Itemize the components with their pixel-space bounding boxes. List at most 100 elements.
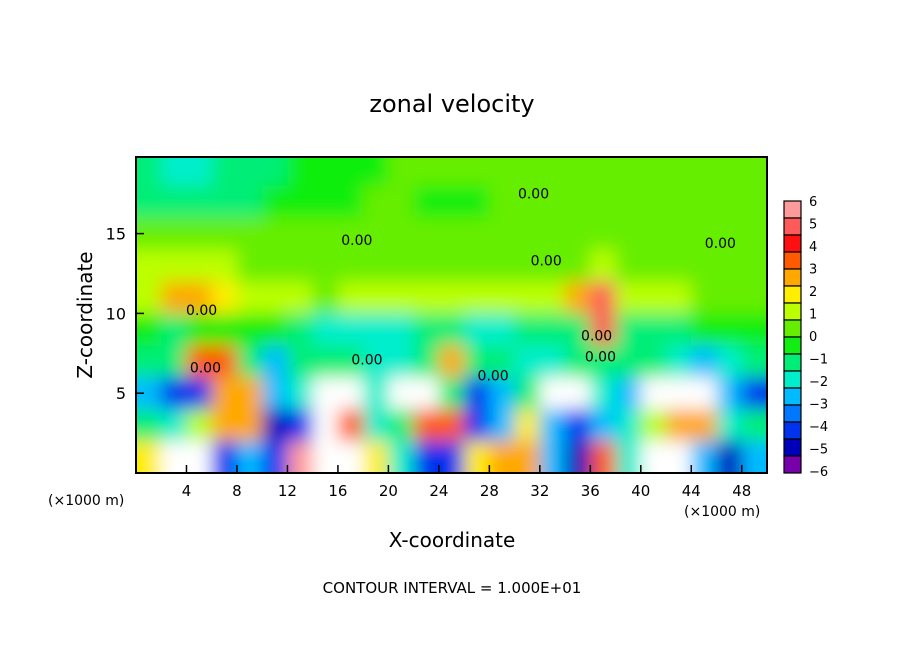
heatmap-cell bbox=[186, 409, 213, 443]
heatmap-cell bbox=[262, 313, 289, 347]
heatmap-cell bbox=[262, 157, 289, 187]
heatmap-cell bbox=[489, 345, 516, 379]
heatmap-cell bbox=[312, 441, 339, 473]
contour-label: 0.00 bbox=[478, 369, 509, 385]
colorbar-swatch bbox=[783, 404, 802, 423]
heatmap-cell bbox=[287, 185, 314, 219]
heatmap-cell bbox=[262, 281, 289, 315]
chart-title: zonal velocity bbox=[369, 90, 534, 118]
heatmap-cell bbox=[464, 409, 491, 443]
heatmap-cell bbox=[312, 217, 339, 251]
colorbar-swatch bbox=[783, 285, 802, 304]
heatmap-cell bbox=[716, 249, 743, 283]
colorbar-swatch bbox=[783, 200, 802, 219]
heatmap-cell bbox=[161, 281, 188, 315]
heatmap-cell bbox=[741, 409, 767, 443]
heatmap-cell bbox=[514, 249, 541, 283]
heatmap-cell bbox=[136, 313, 163, 347]
heatmap-cell bbox=[186, 313, 213, 347]
heatmap-cell bbox=[691, 217, 718, 251]
heatmap-cell bbox=[464, 313, 491, 347]
heatmap-cell bbox=[363, 377, 390, 411]
heatmap-cell bbox=[312, 249, 339, 283]
heatmap-cell bbox=[236, 377, 264, 411]
heatmap-cell bbox=[438, 313, 466, 347]
heatmap-cell bbox=[287, 377, 314, 411]
contour-label: 0.00 bbox=[705, 236, 736, 252]
heatmap-cell bbox=[438, 441, 466, 473]
heatmap-cell bbox=[388, 185, 415, 219]
heatmap-cell bbox=[741, 281, 767, 315]
heatmap-cell bbox=[464, 217, 491, 251]
heatmap-cell bbox=[337, 345, 365, 379]
y-tick-label: 15 bbox=[106, 225, 126, 244]
heatmap-cell bbox=[514, 313, 541, 347]
heatmap-cell bbox=[388, 409, 415, 443]
heatmap-cell bbox=[211, 281, 238, 315]
heatmap-cell bbox=[236, 217, 264, 251]
heatmap-cell bbox=[539, 157, 567, 187]
heatmap-cell bbox=[464, 157, 491, 187]
heatmap-cell bbox=[262, 345, 289, 379]
heatmap-cell bbox=[565, 441, 592, 473]
heatmap-cell bbox=[211, 157, 238, 187]
heatmap-cell bbox=[464, 249, 491, 283]
heatmap-cell bbox=[716, 409, 743, 443]
heatmap-cell bbox=[666, 441, 693, 473]
heatmap-cell bbox=[691, 377, 718, 411]
x-tick-label: 28 bbox=[480, 482, 499, 500]
heatmap-cell bbox=[464, 281, 491, 315]
heatmap-cell bbox=[640, 313, 668, 347]
heatmap-cell bbox=[186, 281, 213, 315]
heatmap-cell bbox=[236, 249, 264, 283]
heatmap-cell bbox=[539, 313, 567, 347]
heatmap-cell bbox=[287, 249, 314, 283]
heatmap-cell bbox=[640, 217, 668, 251]
heatmap-cell bbox=[615, 377, 642, 411]
heatmap-cell bbox=[136, 249, 163, 283]
colorbar-label: −5 bbox=[809, 443, 828, 458]
heatmap-cell bbox=[287, 217, 314, 251]
heatmap-cell bbox=[640, 377, 668, 411]
heatmap-cell bbox=[716, 377, 743, 411]
heatmap-cell bbox=[388, 157, 415, 187]
heatmap-cell bbox=[161, 377, 188, 411]
heatmap-cell bbox=[716, 217, 743, 251]
heatmap-cell bbox=[161, 249, 188, 283]
colorbar-label: 1 bbox=[809, 308, 817, 323]
contour-interval-footer: CONTOUR INTERVAL = 1.000E+01 bbox=[323, 579, 582, 597]
heatmap-cell bbox=[186, 345, 213, 379]
heatmap-cell bbox=[640, 157, 668, 187]
heatmap-cell bbox=[413, 441, 440, 473]
colorbar-swatch bbox=[783, 234, 802, 253]
colorbar-swatch bbox=[783, 438, 802, 457]
x-tick-label: 36 bbox=[581, 482, 600, 500]
heatmap-cell bbox=[337, 281, 365, 315]
heatmap-cell bbox=[211, 217, 238, 251]
heatmap-cell bbox=[539, 281, 567, 315]
heatmap-cell bbox=[565, 345, 592, 379]
contour-label: 0.00 bbox=[351, 353, 382, 369]
heatmap-cell bbox=[438, 217, 466, 251]
heatmap-cell bbox=[136, 441, 163, 473]
heatmap-cell bbox=[615, 409, 642, 443]
heatmap-cell bbox=[640, 185, 668, 219]
heatmap-cell bbox=[539, 185, 567, 219]
heatmap-cell bbox=[640, 441, 668, 473]
contour-label: 0.00 bbox=[531, 254, 562, 270]
heatmap-cell bbox=[413, 249, 440, 283]
heatmap-cell bbox=[539, 217, 567, 251]
heatmap-cell bbox=[337, 409, 365, 443]
heatmap-cell bbox=[161, 345, 188, 379]
heatmap-cell bbox=[590, 281, 617, 315]
heatmap-cell bbox=[615, 217, 642, 251]
heatmap-cell bbox=[565, 313, 592, 347]
heatmap-cell bbox=[363, 441, 390, 473]
colorbar-label: −6 bbox=[809, 465, 828, 480]
heatmap-cell bbox=[388, 345, 415, 379]
heatmap-cell bbox=[666, 281, 693, 315]
heatmap-cell bbox=[691, 441, 718, 473]
heatmap-cell bbox=[615, 249, 642, 283]
heatmap-cell bbox=[236, 157, 264, 187]
heatmap-cell bbox=[312, 281, 339, 315]
